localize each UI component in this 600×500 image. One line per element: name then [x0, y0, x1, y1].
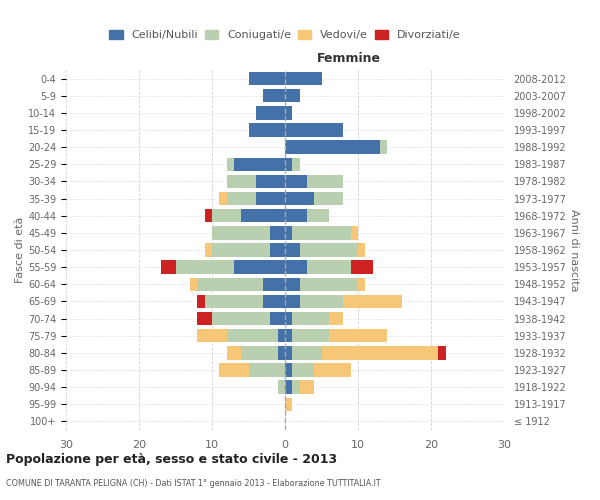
Bar — [271, 244, 285, 256]
Bar — [263, 278, 285, 291]
Bar — [329, 312, 343, 326]
Bar — [285, 294, 299, 308]
Bar — [227, 158, 234, 171]
Bar — [285, 192, 314, 205]
Text: Femmine: Femmine — [317, 52, 380, 64]
Bar — [278, 329, 285, 342]
Bar — [292, 312, 329, 326]
Bar — [292, 364, 314, 376]
Text: COMUNE DI TARANTA PELIGNA (CH) - Dati ISTAT 1° gennaio 2013 - Elaborazione TUTTI: COMUNE DI TARANTA PELIGNA (CH) - Dati IS… — [6, 479, 380, 488]
Bar — [220, 364, 248, 376]
Bar — [190, 278, 197, 291]
Bar — [350, 226, 358, 239]
Legend: Celibi/Nubili, Coniugati/e, Vedovi/e, Divorziati/e: Celibi/Nubili, Coniugati/e, Vedovi/e, Di… — [105, 25, 465, 44]
Bar — [285, 380, 292, 394]
Bar — [285, 72, 322, 86]
Bar — [285, 329, 292, 342]
Text: Popolazione per età, sesso e stato civile - 2013: Popolazione per età, sesso e stato civil… — [6, 452, 337, 466]
Bar — [285, 174, 307, 188]
Bar — [197, 329, 227, 342]
Bar — [227, 192, 256, 205]
Bar — [299, 244, 358, 256]
Bar — [212, 226, 271, 239]
Bar — [285, 260, 307, 274]
Bar — [271, 312, 285, 326]
Bar — [380, 140, 387, 154]
Bar — [285, 158, 292, 171]
Bar — [307, 174, 343, 188]
Bar — [438, 346, 446, 360]
Bar — [263, 89, 285, 102]
Bar — [256, 106, 285, 120]
Bar — [285, 106, 292, 120]
Bar — [197, 294, 205, 308]
Bar — [285, 89, 299, 102]
Bar — [285, 124, 343, 136]
Bar — [292, 226, 350, 239]
Bar — [343, 294, 402, 308]
Bar — [241, 346, 278, 360]
Bar — [278, 346, 285, 360]
Y-axis label: Anni di nascita: Anni di nascita — [569, 209, 580, 291]
Bar — [292, 329, 329, 342]
Bar — [248, 72, 285, 86]
Bar — [285, 140, 380, 154]
Bar — [358, 278, 365, 291]
Bar — [212, 209, 241, 222]
Bar — [292, 380, 299, 394]
Bar — [248, 124, 285, 136]
Bar — [350, 260, 373, 274]
Bar — [278, 380, 285, 394]
Bar — [227, 346, 241, 360]
Bar — [285, 398, 292, 411]
Bar — [263, 294, 285, 308]
Bar — [285, 209, 307, 222]
Bar — [161, 260, 176, 274]
Y-axis label: Fasce di età: Fasce di età — [15, 217, 25, 283]
Bar — [307, 209, 329, 222]
Bar — [241, 209, 285, 222]
Bar — [299, 294, 343, 308]
Bar — [285, 346, 292, 360]
Bar — [285, 244, 299, 256]
Bar — [299, 278, 358, 291]
Bar — [358, 244, 365, 256]
Bar — [212, 312, 271, 326]
Bar — [314, 364, 350, 376]
Bar — [271, 226, 285, 239]
Bar — [227, 174, 256, 188]
Bar — [205, 244, 212, 256]
Bar — [205, 209, 212, 222]
Bar — [285, 312, 292, 326]
Bar — [329, 329, 387, 342]
Bar — [299, 380, 314, 394]
Bar — [234, 158, 285, 171]
Bar — [256, 192, 285, 205]
Bar — [256, 174, 285, 188]
Bar — [285, 226, 292, 239]
Bar — [285, 278, 299, 291]
Bar — [292, 158, 299, 171]
Bar — [205, 294, 263, 308]
Bar — [227, 329, 278, 342]
Bar — [234, 260, 285, 274]
Bar — [197, 278, 263, 291]
Bar — [322, 346, 438, 360]
Bar — [314, 192, 343, 205]
Bar — [212, 244, 271, 256]
Bar — [248, 364, 285, 376]
Bar — [197, 312, 212, 326]
Bar — [176, 260, 234, 274]
Bar — [307, 260, 350, 274]
Bar — [292, 346, 322, 360]
Bar — [285, 364, 292, 376]
Bar — [220, 192, 227, 205]
